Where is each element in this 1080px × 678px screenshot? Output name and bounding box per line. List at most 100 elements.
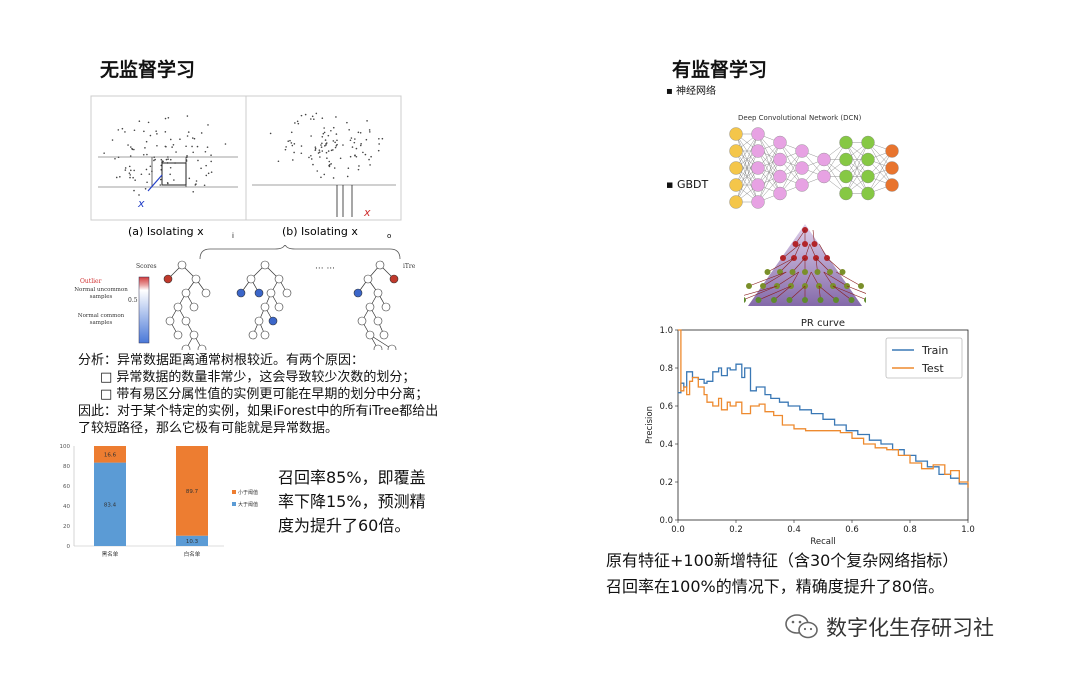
scatter-point [323,173,326,176]
dcn-edge [867,150,893,194]
tree-node [357,316,367,326]
dcn-node [795,178,809,192]
gbdt-node [786,297,793,303]
bullet-gbdt-label: GBDT [676,178,709,191]
point-label-xi: x [137,197,145,210]
scatter-point [310,154,312,157]
scatter-point [186,135,189,137]
gbdt-edge [767,257,795,273]
scatter-point [335,116,337,118]
dcn-node [839,135,853,150]
scatter-point [378,143,380,145]
bar-segment [176,535,208,546]
bar-legend-label: 小于阈值 [238,489,258,496]
pr-chart-title: PR curve [801,318,845,329]
bar-data-label: 16.6 [104,452,117,458]
analysis-bullet-2: □ 带有易区分属性值的实例更可能在早期的划分中分离； [100,387,429,402]
gbdt-edge [823,271,848,287]
dcn-node [795,161,809,175]
scatter-point [293,143,296,145]
scatter-point [160,158,163,161]
bar-y-tick-label: 80 [63,464,70,470]
scatter-point [131,148,134,151]
watermark: 数字化生存研习社 [784,612,994,642]
right-result-line-2: 召回率在100%的情况下，精确度提升了80倍。 [606,577,945,596]
tree-node [191,274,201,284]
scatter-point [111,139,114,141]
right-result-line-1: 原有特征+100新增特征（含30个复杂网络指标） [606,551,959,570]
tree-node [165,316,175,326]
scatter-point [296,120,299,123]
stacked-bar-chart: 0 20 40 60 80 100 83.4 16.6 黑名单 10.3 89.7 白名单 大于阈值 小于… [60,444,259,558]
label-outlier: Outlier [80,278,102,285]
tree-node [189,330,199,340]
scatter-point [310,135,312,137]
scatter-point [314,149,317,151]
scatter-point [320,144,322,146]
scatter-point [323,131,326,134]
gbdt-edge [818,285,837,301]
scatter-point [381,137,384,140]
scatter-point [349,139,352,142]
scatter-point [319,156,321,158]
scatter-point [353,141,356,144]
pr-legend-label: Test [921,362,944,375]
pr-x-tick-label: 0.8 [903,525,917,535]
bar-data-label: 89.7 [186,489,199,495]
scatter-point [359,144,362,147]
bullet-mark: ▪ [666,86,676,97]
dcn-node [817,152,831,167]
dcn-node [885,178,899,192]
scatter-point [339,157,342,160]
scatter-point [164,131,167,133]
gbdt-trees-image [744,220,866,312]
scatter-point [155,130,157,132]
scatter-point [186,155,188,157]
dcn-node [751,144,765,158]
dcn-node [817,169,831,184]
scatter-point [224,143,227,145]
scatter-point [332,126,335,129]
scatter-point [294,122,296,124]
scatter-point [333,167,336,169]
gbdt-node [746,283,752,289]
bar-data-label: 83.4 [104,502,117,508]
scatter-point [124,167,127,169]
tree-node [375,260,385,270]
tree-node [246,274,256,284]
scatter-point [326,157,328,159]
tree-node [365,302,375,312]
dcn-node [751,127,765,141]
itree-group [163,260,399,350]
gbdt-edge [773,285,792,301]
tree-node [181,288,191,298]
tree-node [173,302,183,312]
label-common: Normal common samples [77,313,125,326]
scatter-point [210,160,212,163]
scatter-point [196,145,199,148]
gbdt-edge [744,285,778,300]
tree-node [163,274,173,284]
tree-node [189,302,199,312]
tree-node [363,274,373,284]
scatter-point [200,132,203,134]
analysis-line-4: 因此：对于某个特定的实例，如果iForest中的所有iTree都给出 [78,404,439,419]
scatter-point [316,170,319,172]
scatter-point [312,163,314,166]
scatter-point [368,158,370,161]
tree-node [381,302,391,312]
gbdt-node [802,241,808,247]
scatter-point [357,168,360,171]
dcn-node [729,127,743,141]
scatter-point [195,183,197,185]
gbdt-edge [832,285,852,301]
dcn-edge [735,167,759,203]
scatter-point [153,159,155,162]
tree-node [282,288,292,298]
scatter-point [366,120,368,122]
tree-node [387,344,397,350]
scatter-point [210,171,213,173]
scatter-point [115,176,118,179]
iso-caption-b-sub: o [387,232,391,240]
tree-node [260,260,270,270]
